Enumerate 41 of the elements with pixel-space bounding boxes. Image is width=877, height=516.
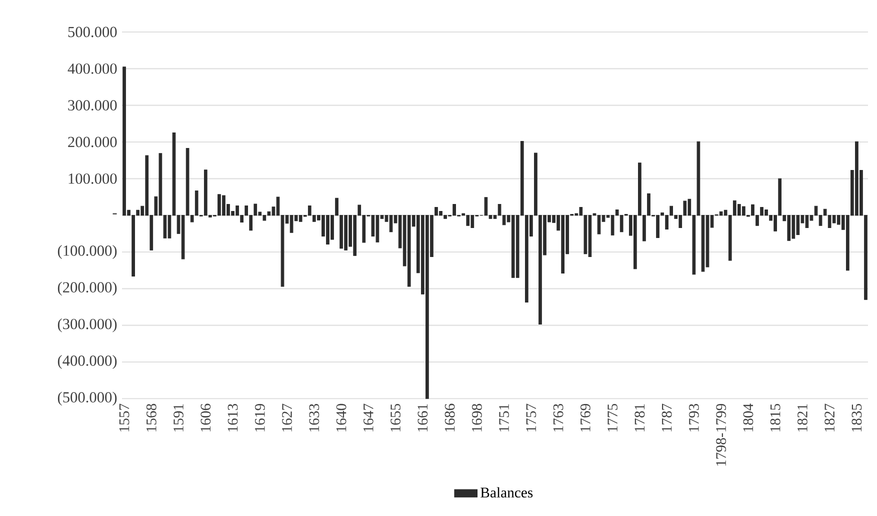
x-tick-label: 1613 [228, 404, 238, 432]
x-tick-label: 1606 [200, 404, 211, 432]
x-tick-label: 1804 [743, 404, 754, 432]
x-tick-label: 1775 [608, 404, 618, 432]
x-tick-label: 1647 [363, 404, 374, 432]
x-tick-label: 1835 [852, 404, 862, 432]
y-tick-label: (100.000) [58, 245, 117, 259]
x-tick-label: 1757 [526, 404, 536, 432]
x-tick-label: 1793 [689, 404, 699, 432]
x-tick-label: 1557 [119, 404, 130, 432]
x-tick-label: 1568 [146, 404, 156, 432]
x-tick-label: 1698 [472, 404, 482, 432]
y-tick-label: (300.000) [58, 318, 117, 332]
y-tick-label: (500.000) [58, 392, 117, 406]
x-tick-label: 1686 [444, 404, 455, 432]
x-tick-label: 1781 [634, 404, 645, 432]
y-tick-label: (400.000) [58, 355, 117, 369]
x-tick-label: 1619 [254, 404, 265, 432]
x-tick-label: 1821 [798, 404, 808, 432]
x-tick-label: 1640 [336, 404, 346, 432]
bar [484, 197, 488, 216]
x-tick-label: 1827 [824, 404, 835, 432]
x-tick-label: 1787 [662, 404, 672, 432]
x-tick-label: 1591 [174, 404, 184, 432]
x-tick-label: 1798-1799 [716, 404, 726, 466]
x-tick-label: 1769 [580, 404, 590, 432]
y-tick-label: 500.000 [68, 26, 117, 38]
y-tick-label: 300.000 [68, 100, 117, 111]
y-tick-label: 100.000 [68, 173, 117, 184]
x-tick-label: 1661 [418, 404, 428, 432]
x-tick-label: 1627 [282, 404, 292, 432]
x-tick-label: 1655 [390, 404, 400, 432]
y-tick-label: (200.000) [58, 282, 117, 296]
y-tick-label: - [112, 213, 117, 214]
y-tick-label: 200.000 [68, 136, 117, 148]
x-tick-label: 1763 [553, 404, 564, 432]
y-tick-label: 400.000 [68, 63, 117, 74]
x-tick-label: 1751 [499, 404, 509, 432]
x-tick-label: 1633 [309, 404, 320, 432]
x-tick-label: 1815 [770, 404, 780, 432]
legend-label: Balances [480, 487, 533, 498]
